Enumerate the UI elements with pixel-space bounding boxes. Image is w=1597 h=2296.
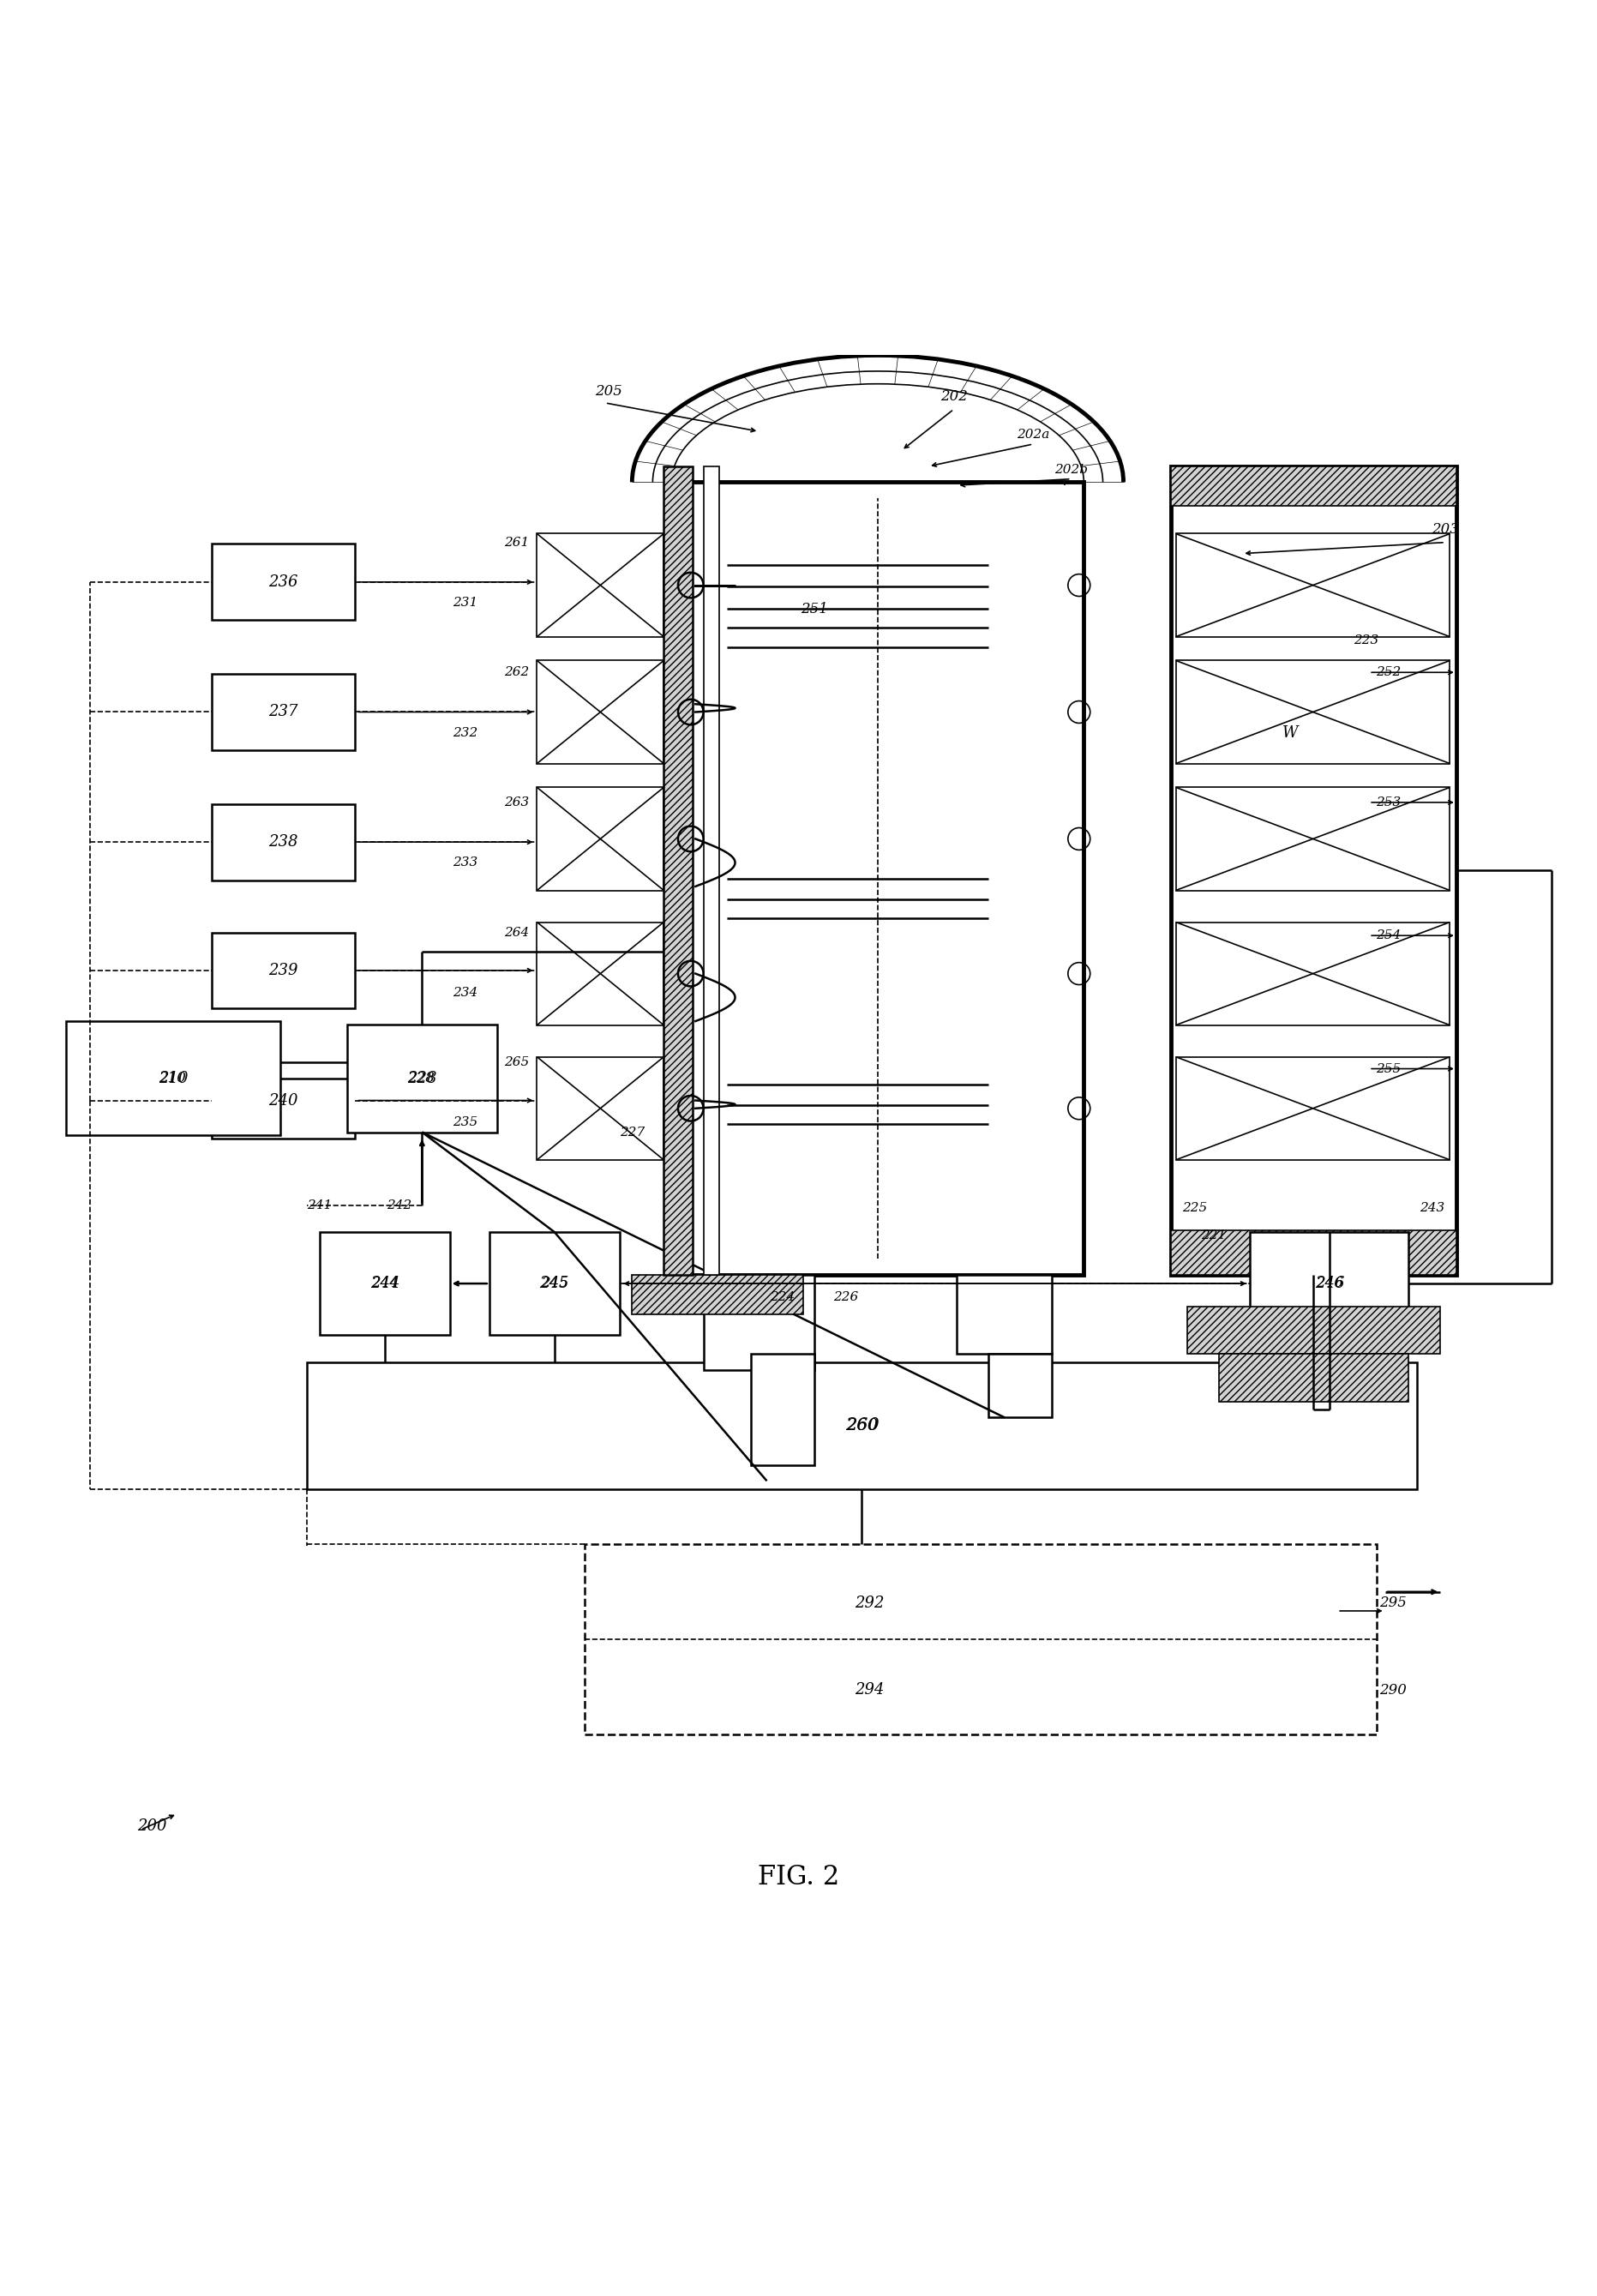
- Bar: [307, 1362, 1417, 1488]
- Text: 236: 236: [268, 574, 299, 590]
- Bar: [347, 1024, 497, 1132]
- Bar: [1171, 466, 1456, 1274]
- Text: 253: 253: [1375, 797, 1401, 808]
- Bar: [489, 1233, 620, 1334]
- Text: 233: 233: [454, 856, 478, 868]
- Bar: [212, 1063, 355, 1139]
- Text: 243: 243: [1420, 1203, 1445, 1215]
- Bar: [1175, 788, 1450, 891]
- Text: 261: 261: [503, 537, 529, 549]
- Text: 226: 226: [834, 1290, 859, 1304]
- Bar: [1250, 1233, 1409, 1334]
- Bar: [1175, 533, 1450, 636]
- Text: 237: 237: [268, 705, 299, 719]
- Text: 245: 245: [541, 1277, 569, 1290]
- Bar: [1187, 1306, 1440, 1355]
- Text: 263: 263: [503, 797, 529, 808]
- Bar: [1175, 661, 1450, 765]
- Text: 205: 205: [594, 383, 621, 400]
- Text: 238: 238: [268, 833, 299, 850]
- Bar: [1175, 1056, 1450, 1159]
- Bar: [212, 675, 355, 751]
- Text: 246: 246: [1316, 1277, 1343, 1290]
- Bar: [1171, 1231, 1456, 1274]
- Text: 225: 225: [1182, 1203, 1207, 1215]
- Bar: [585, 1545, 1377, 1733]
- Bar: [1219, 1355, 1409, 1401]
- Text: 244: 244: [371, 1277, 399, 1290]
- Text: 231: 231: [454, 597, 478, 608]
- Text: 210: 210: [158, 1070, 185, 1086]
- Text: 200: 200: [137, 1818, 166, 1835]
- Text: 251: 251: [800, 602, 827, 615]
- Bar: [989, 1355, 1052, 1417]
- Text: 252: 252: [1375, 666, 1401, 677]
- Text: 224: 224: [770, 1290, 795, 1304]
- Text: 264: 264: [503, 925, 529, 939]
- Text: 254: 254: [1375, 930, 1401, 941]
- Text: 228: 228: [407, 1070, 438, 1086]
- Text: 210: 210: [158, 1070, 188, 1086]
- Bar: [1171, 466, 1456, 505]
- Bar: [212, 544, 355, 620]
- Text: W: W: [1282, 726, 1298, 739]
- Bar: [632, 1274, 803, 1316]
- Text: 292: 292: [854, 1596, 885, 1612]
- Text: 232: 232: [454, 726, 478, 739]
- Text: 228: 228: [407, 1070, 434, 1086]
- Text: 202: 202: [941, 390, 968, 404]
- Text: 265: 265: [503, 1056, 529, 1068]
- Text: 242: 242: [386, 1199, 412, 1210]
- Text: 239: 239: [268, 962, 299, 978]
- Bar: [537, 661, 664, 765]
- Text: 262: 262: [503, 666, 529, 677]
- Bar: [751, 1355, 814, 1465]
- Bar: [65, 1022, 279, 1134]
- Text: FIG. 2: FIG. 2: [757, 1864, 840, 1890]
- Text: 203: 203: [1431, 523, 1460, 537]
- Text: 235: 235: [454, 1116, 478, 1130]
- Text: 246: 246: [1314, 1277, 1345, 1290]
- Bar: [957, 1274, 1052, 1355]
- Bar: [212, 804, 355, 879]
- Text: 221: 221: [1201, 1228, 1226, 1242]
- Text: 202b: 202b: [1054, 464, 1088, 475]
- Bar: [703, 1274, 814, 1371]
- Text: 245: 245: [540, 1277, 569, 1290]
- Bar: [537, 923, 664, 1024]
- Bar: [537, 1056, 664, 1159]
- Text: 260: 260: [845, 1417, 878, 1433]
- Text: 223: 223: [1353, 634, 1378, 647]
- Text: 290: 290: [1380, 1683, 1407, 1697]
- Bar: [1175, 923, 1450, 1024]
- Text: 240: 240: [268, 1093, 299, 1109]
- Bar: [703, 466, 719, 1274]
- Text: 202a: 202a: [1017, 429, 1049, 441]
- Text: 255: 255: [1375, 1063, 1401, 1075]
- Text: 244: 244: [371, 1277, 399, 1290]
- Text: 295: 295: [1380, 1596, 1407, 1609]
- Bar: [664, 466, 692, 1274]
- Bar: [319, 1233, 450, 1334]
- Bar: [537, 788, 664, 891]
- Text: 227: 227: [620, 1125, 645, 1139]
- Bar: [212, 932, 355, 1008]
- Text: 294: 294: [854, 1683, 885, 1699]
- Text: 234: 234: [454, 987, 478, 999]
- Text: 241: 241: [307, 1199, 332, 1210]
- Text: 260: 260: [846, 1417, 878, 1433]
- Bar: [537, 533, 664, 636]
- Bar: [672, 482, 1084, 1274]
